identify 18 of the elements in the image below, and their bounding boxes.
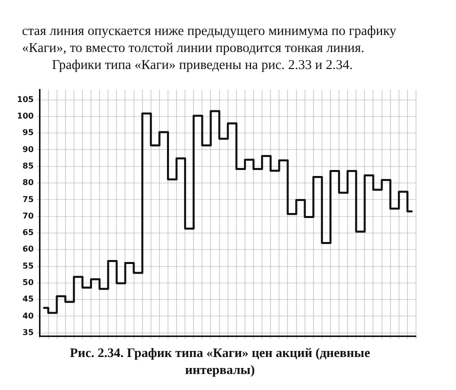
y-tick-label: 95 bbox=[22, 128, 34, 138]
text: Графики типа «Каги» приведены на рис. 2.33 и 2.34. bbox=[51, 56, 354, 73]
y-tick-label: 90 bbox=[22, 144, 34, 154]
text: Рис. 2.34. График типа «Каги» цен акций (дневные интервалы) bbox=[68, 344, 372, 378]
y-tick-label: 65 bbox=[22, 228, 34, 238]
y-tick-label: 100 bbox=[16, 112, 34, 121]
y-tick-label: 60 bbox=[22, 244, 34, 254]
y-tick-label: 40 bbox=[22, 311, 34, 320]
y-tick-label: 75 bbox=[22, 194, 34, 204]
y-tick-label: 55 bbox=[22, 261, 34, 270]
y-tick-label: 35 bbox=[22, 328, 34, 337]
text: стая линия опускается ниже предыдущего минимума по графику «Каги», то вместо толстой линии проводится тонкая линия. bbox=[22, 22, 398, 56]
y-tick-label: 80 bbox=[22, 178, 34, 188]
y-tick-label: 45 bbox=[22, 294, 34, 304]
y-tick-label: 105 bbox=[16, 94, 34, 104]
y-tick-label: 85 bbox=[22, 161, 34, 170]
y-tick-label: 70 bbox=[22, 211, 34, 220]
y-tick-label: 50 bbox=[22, 278, 34, 287]
